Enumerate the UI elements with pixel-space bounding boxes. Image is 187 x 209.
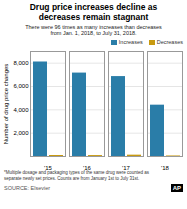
html-text:SOURCE: Elsevier: SOURCE: Elsevier xyxy=(4,185,51,191)
svg-text:4,000: 4,000 xyxy=(13,107,29,113)
html-text:There were 96 times as many in: There were 96 times as many increases th… xyxy=(25,23,162,37)
html-text:*Multiple dosage and packaging: *Multiple dosage and packaging types of … xyxy=(4,170,150,182)
svg-text:8,000: 8,000 xyxy=(13,60,29,66)
svg-text:2,000: 2,000 xyxy=(13,130,29,136)
html-text:Increases: Increases xyxy=(118,39,143,46)
svg-text:'15: '15 xyxy=(44,165,52,170)
svg-text:6,000: 6,000 xyxy=(13,84,29,90)
svg-text:Number of drug price changes: Number of drug price changes xyxy=(3,64,9,145)
svg-text:'17: '17 xyxy=(122,165,130,170)
html-text:Drug price increases decline a: Drug price increases decline as decrease… xyxy=(29,2,158,22)
html-text:Decreases: Decreases xyxy=(156,39,183,46)
svg-text:'16: '16 xyxy=(83,165,91,170)
svg-text:'18: '18 xyxy=(161,165,169,170)
html-text:AP: AP xyxy=(172,185,181,191)
